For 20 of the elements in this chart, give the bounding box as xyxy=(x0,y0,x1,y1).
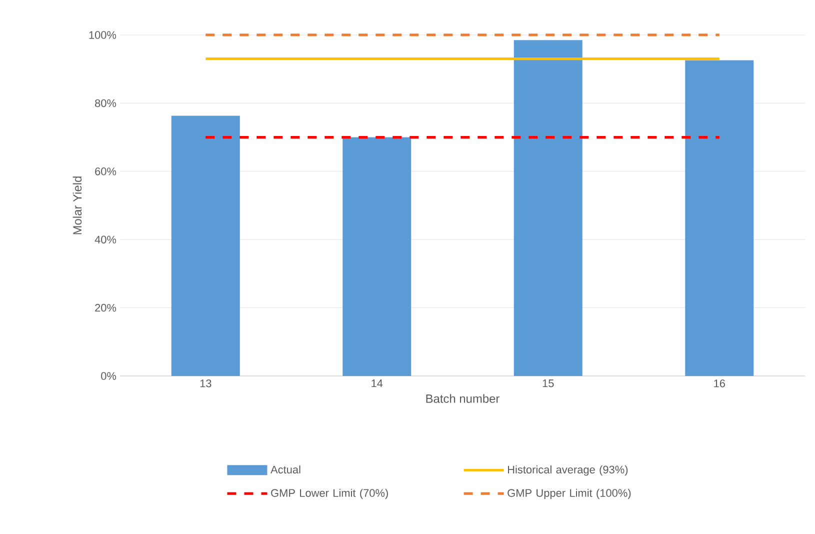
x-tick-label: 14 xyxy=(372,380,383,388)
legend-label: GMP Upper Limit (100%) xyxy=(508,488,631,500)
bar xyxy=(685,60,754,376)
x-tick-label: 13 xyxy=(200,380,212,388)
legend-label: Actual xyxy=(270,465,300,474)
x-tick-label: 16 xyxy=(714,380,725,388)
y-tick-label: 0% xyxy=(101,372,116,380)
y-axis-title: Molar Yield xyxy=(72,176,82,234)
bar xyxy=(514,40,582,376)
x-axis-title: Batch number xyxy=(426,394,500,403)
y-tick-label: 80% xyxy=(95,99,116,108)
bar xyxy=(171,116,240,376)
y-tick-label: 20% xyxy=(95,304,116,312)
legend-label: GMP Lower Limit (70%) xyxy=(271,488,388,500)
y-tick-label: 60% xyxy=(95,168,116,176)
y-tick-label: 100% xyxy=(89,31,116,39)
legend-label: Historical average (93%) xyxy=(508,465,628,476)
bar xyxy=(342,137,412,376)
y-tick-label: 40% xyxy=(94,236,116,244)
x-tick-label: 15 xyxy=(542,380,554,388)
